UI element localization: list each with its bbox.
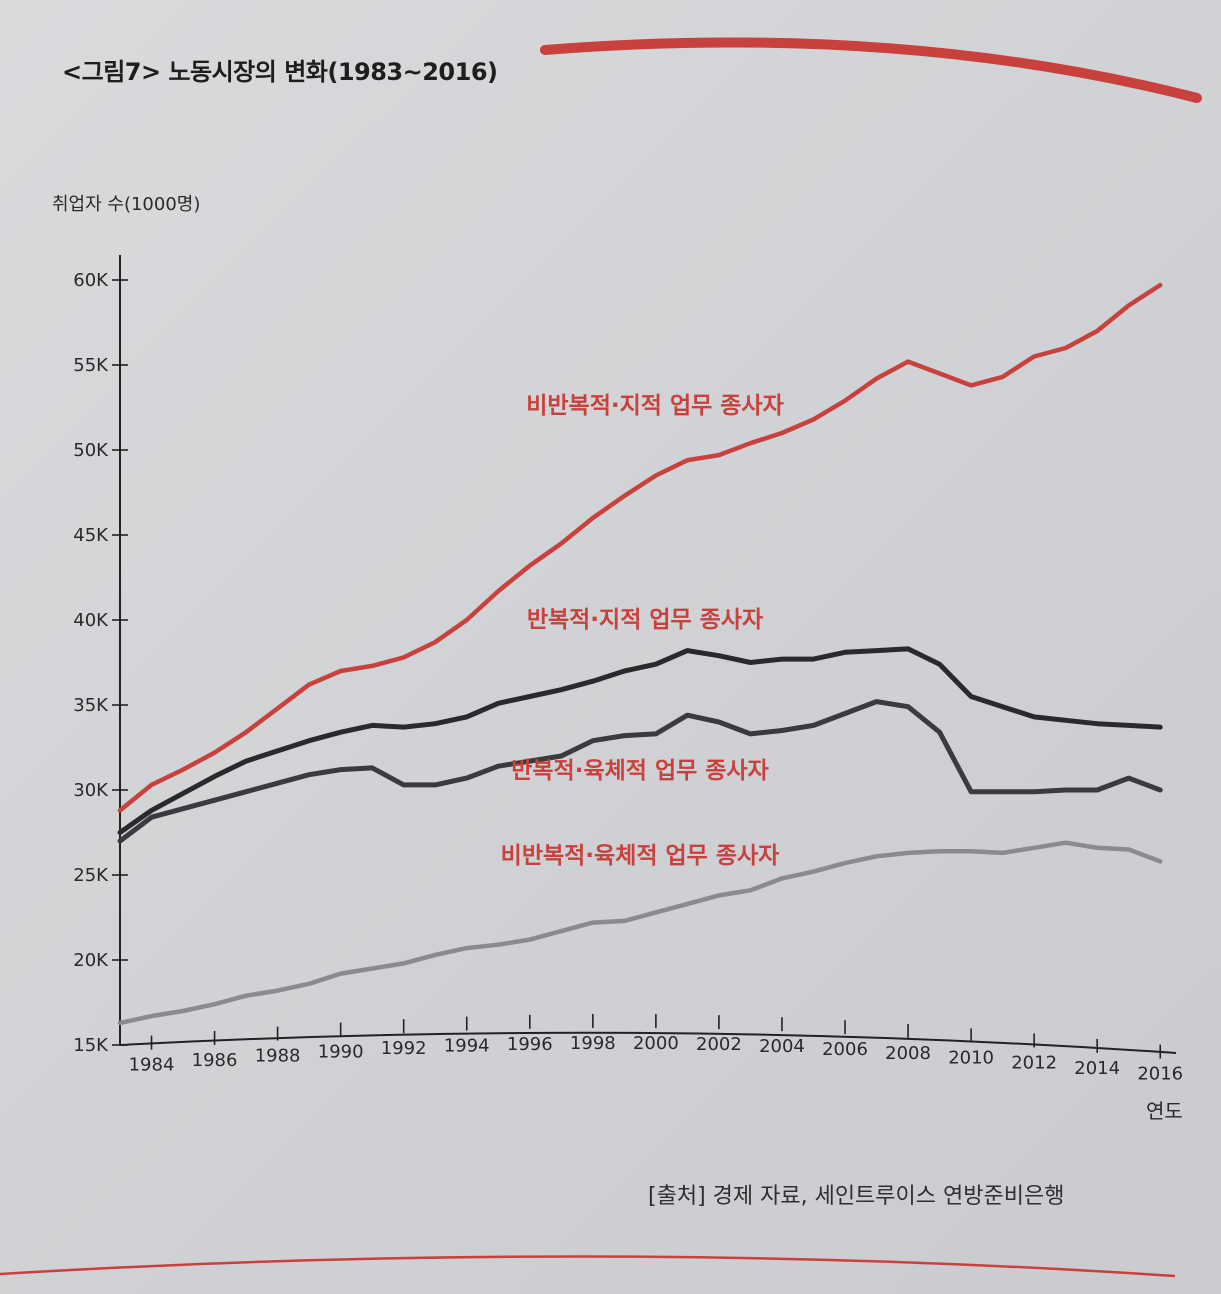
series-line-4 xyxy=(117,840,1163,1026)
y-tick-label: 30K xyxy=(73,780,109,801)
x-tick-label: 1996 xyxy=(507,1034,553,1055)
x-tick-label: 1990 xyxy=(318,1042,364,1063)
x-tick-label: 1986 xyxy=(192,1050,238,1071)
x-tick-label: 2010 xyxy=(948,1047,994,1068)
axes: 15K 20K 25K 30K 35K 40K 45K 50K 55K 60K 1984 1986 19… xyxy=(73,255,1183,1085)
x-tick-label: 1984 xyxy=(129,1055,175,1076)
series-lines xyxy=(117,282,1163,1026)
x-tick-label: 1994 xyxy=(444,1036,490,1057)
x-tick-label: 2006 xyxy=(822,1039,868,1060)
x-tick-label: 1988 xyxy=(255,1046,301,1067)
series-line-1 xyxy=(117,282,1163,813)
x-tick-label: 2008 xyxy=(885,1043,931,1064)
x-axis-line xyxy=(119,1031,1177,1054)
y-tick-label: 40K xyxy=(73,610,109,631)
x-tick-label: 2014 xyxy=(1074,1058,1120,1079)
y-tick-label: 45K xyxy=(73,525,109,546)
figure-title: <그림7> 노동시장의 변화(1983~2016) xyxy=(62,58,498,86)
y-tick-label: 50K xyxy=(73,440,109,461)
y-tick-label: 20K xyxy=(73,950,109,971)
x-tick-label: 1998 xyxy=(570,1033,616,1054)
y-tick-label: 15K xyxy=(73,1035,109,1056)
x-tick-label: 1992 xyxy=(381,1038,427,1059)
series-label-3: 반복적·육체적 업무 종사자 xyxy=(511,758,769,784)
y-axis-title: 취업자 수(1000명) xyxy=(52,194,201,215)
x-tick-label: 2004 xyxy=(759,1036,805,1057)
series-label-1: 비반복적·지적 업무 종사자 xyxy=(526,393,784,419)
bottom-rule xyxy=(0,1255,1176,1278)
x-tick-label: 2016 xyxy=(1137,1064,1183,1085)
x-axis-title: 연도 xyxy=(1146,1099,1183,1123)
x-tick-label: 2012 xyxy=(1011,1052,1057,1073)
source-note: [출처] 경제 자료, 세인트루이스 연방준비은행 xyxy=(648,1184,1065,1209)
series-line-3 xyxy=(117,699,1163,844)
y-tick-label: 25K xyxy=(73,865,109,886)
series-line-2 xyxy=(117,646,1163,835)
y-tick-label: 60K xyxy=(73,270,109,291)
y-tick-label: 35K xyxy=(73,695,109,716)
title-accent-rule xyxy=(540,37,1202,103)
x-tick-label: 2002 xyxy=(696,1034,742,1055)
x-tick-label: 2000 xyxy=(633,1033,679,1054)
y-tick-label: 55K xyxy=(73,355,109,376)
series-label-2: 반복적·지적 업무 종사자 xyxy=(527,607,763,633)
series-label-4: 비반복적·육체적 업무 종사자 xyxy=(501,843,780,869)
